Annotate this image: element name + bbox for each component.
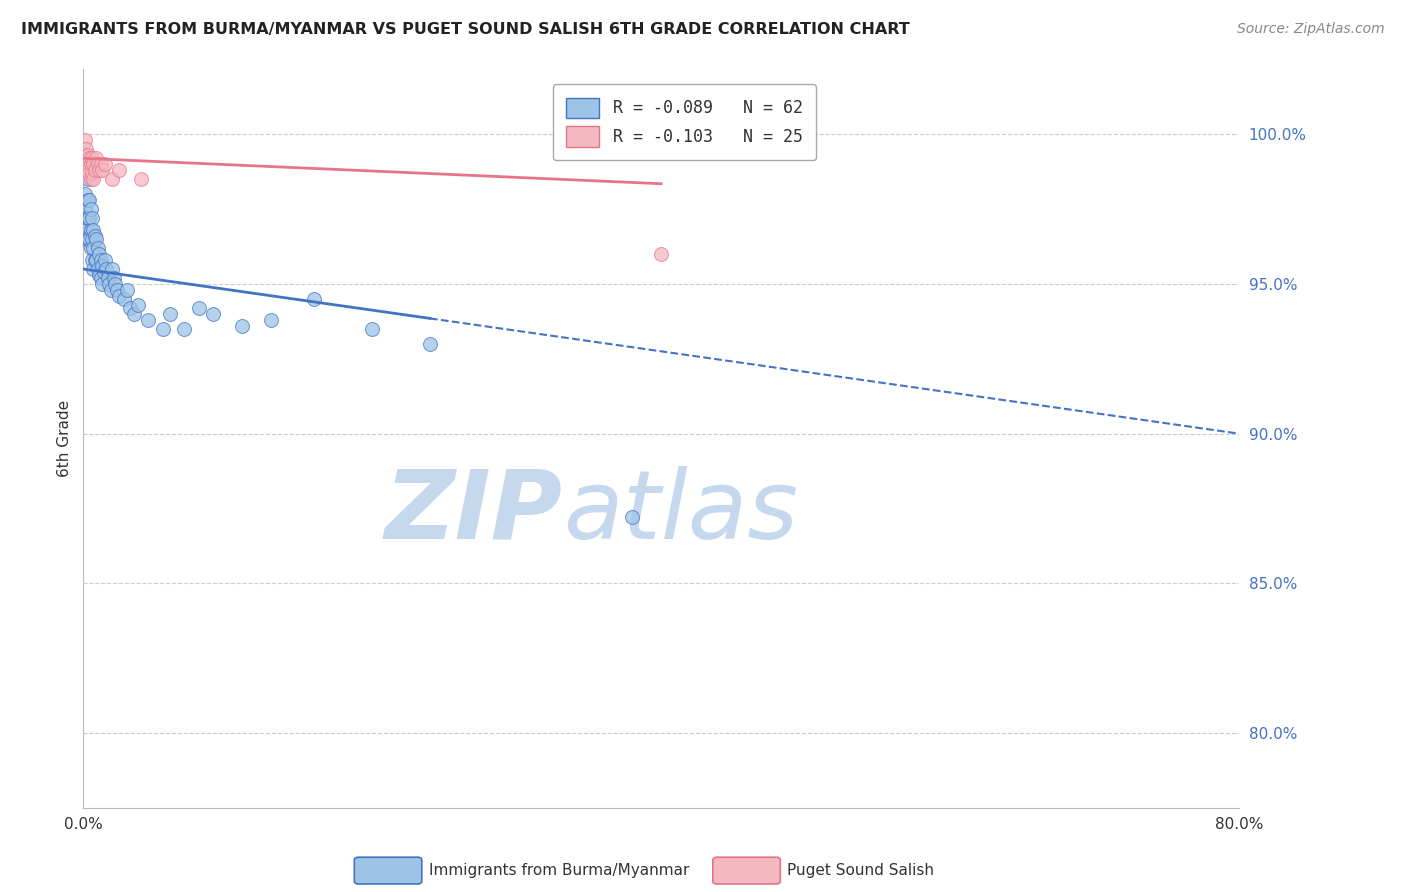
Point <box>96 262 118 277</box>
Text: atlas: atlas <box>562 466 797 558</box>
Point <box>73 133 96 147</box>
Text: IMMIGRANTS FROM BURMA/MYANMAR VS PUGET SOUND SALISH 6TH GRADE CORRELATION CHART: IMMIGRANTS FROM BURMA/MYANMAR VS PUGET S… <box>21 22 910 37</box>
Point <box>80 211 103 226</box>
Point <box>80 232 103 246</box>
Point <box>87 262 110 277</box>
Point <box>260 313 283 327</box>
Point <box>103 271 125 285</box>
Point <box>136 313 159 327</box>
Point <box>94 157 117 171</box>
Point <box>105 283 128 297</box>
Point <box>84 151 107 165</box>
Point <box>80 166 103 180</box>
Point <box>104 277 127 291</box>
Point <box>101 262 124 277</box>
Point <box>76 232 98 246</box>
Point <box>621 510 644 524</box>
Point <box>80 253 103 268</box>
Point <box>91 163 114 178</box>
Y-axis label: 6th Grade: 6th Grade <box>58 400 72 476</box>
Point <box>91 259 114 273</box>
Point <box>187 301 209 315</box>
Point <box>77 211 100 226</box>
Point <box>83 163 105 178</box>
Point <box>90 271 112 285</box>
Point <box>100 283 122 297</box>
Point <box>419 336 441 351</box>
Text: ZIP: ZIP <box>385 466 562 558</box>
Point <box>108 289 131 303</box>
Point <box>129 172 152 186</box>
Point <box>127 298 149 312</box>
Point <box>77 151 100 165</box>
Text: Immigrants from Burma/Myanmar: Immigrants from Burma/Myanmar <box>429 863 689 878</box>
Point <box>82 157 104 171</box>
Point <box>77 166 100 180</box>
Point <box>115 283 138 297</box>
Point <box>87 241 110 255</box>
Point <box>108 163 131 178</box>
Point <box>122 307 145 321</box>
Point <box>79 172 101 186</box>
Point <box>90 253 112 268</box>
Point <box>76 193 98 207</box>
Point <box>202 307 225 321</box>
Point <box>76 172 98 186</box>
Point <box>304 292 326 306</box>
Point <box>112 292 135 306</box>
Point <box>159 307 181 321</box>
Point <box>93 265 115 279</box>
Point <box>90 157 112 171</box>
Point <box>83 229 105 244</box>
Point <box>173 322 195 336</box>
Point <box>82 172 104 186</box>
Text: Source: ZipAtlas.com: Source: ZipAtlas.com <box>1237 22 1385 37</box>
Point <box>152 322 174 336</box>
Point <box>75 223 97 237</box>
Point <box>77 232 100 246</box>
Point <box>89 247 111 261</box>
Point <box>91 277 114 291</box>
Point <box>75 211 97 226</box>
Point <box>80 151 103 165</box>
Point <box>75 232 97 246</box>
Point <box>75 157 97 171</box>
Point <box>97 271 120 285</box>
Point <box>231 318 253 333</box>
Point <box>87 157 110 171</box>
Point <box>89 268 111 282</box>
Point <box>84 232 107 246</box>
Point <box>76 163 98 178</box>
Point <box>73 148 96 162</box>
Point <box>77 193 100 207</box>
Point <box>82 262 104 277</box>
Point <box>650 247 672 261</box>
Point <box>73 217 96 231</box>
Point <box>79 223 101 237</box>
Point <box>73 202 96 216</box>
Point <box>84 253 107 268</box>
Point <box>98 277 121 291</box>
Point <box>361 322 384 336</box>
Point <box>118 301 141 315</box>
Point <box>76 211 98 226</box>
Point <box>79 202 101 216</box>
Point <box>83 253 105 268</box>
Point <box>79 241 101 255</box>
Text: Puget Sound Salish: Puget Sound Salish <box>787 863 935 878</box>
Point <box>101 172 124 186</box>
Point <box>89 163 111 178</box>
Point <box>82 241 104 255</box>
Legend: R = -0.089   N = 62, R = -0.103   N = 25: R = -0.089 N = 62, R = -0.103 N = 25 <box>553 84 815 160</box>
Point <box>76 148 98 162</box>
Point <box>75 142 97 156</box>
Point <box>94 253 117 268</box>
Point <box>82 223 104 237</box>
Point <box>79 157 101 171</box>
Point <box>73 187 96 202</box>
